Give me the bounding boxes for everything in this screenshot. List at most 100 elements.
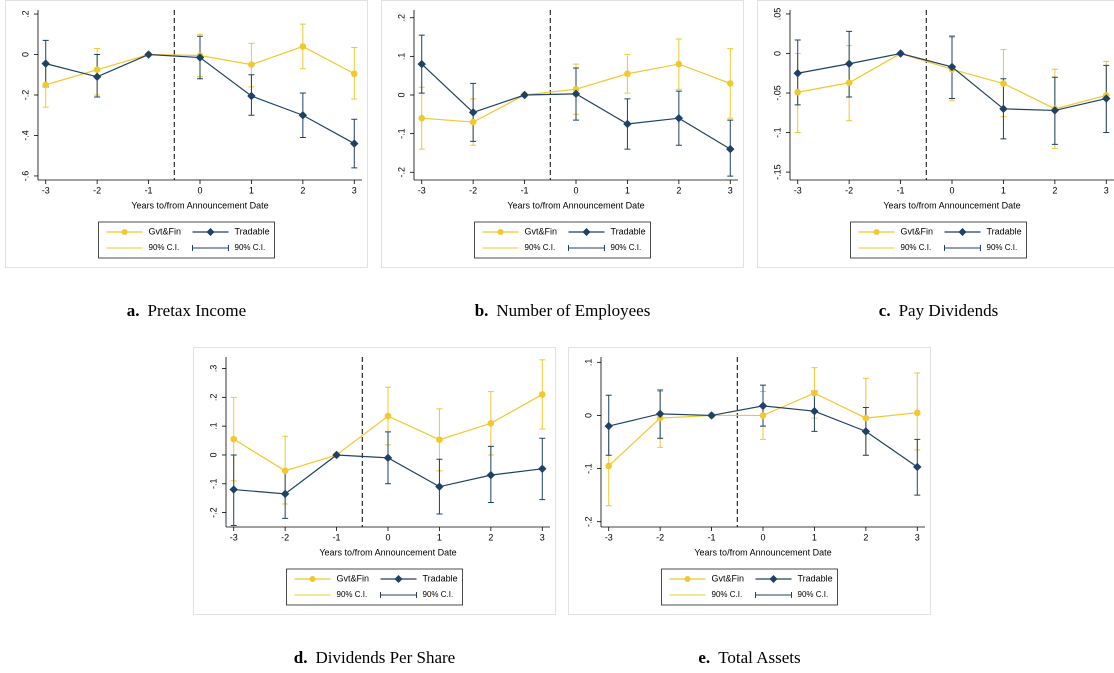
x-tick-label: -3 — [794, 185, 802, 195]
x-tick-label: -2 — [281, 532, 289, 542]
y-tick-label: .2 — [20, 10, 30, 18]
marker — [384, 412, 392, 420]
marker — [572, 85, 580, 93]
x-tick-label: 1 — [625, 185, 630, 195]
legend-box — [98, 221, 275, 259]
legend-label: Gvt&Fin — [149, 226, 182, 236]
x-tick-label: 1 — [812, 532, 817, 542]
legend-marker — [394, 575, 403, 583]
x-tick-label: 2 — [488, 532, 493, 542]
x-tick-label: -3 — [605, 532, 613, 542]
x-tick-label: 2 — [1052, 185, 1057, 195]
caption-text: Total Assets — [718, 648, 800, 667]
marker — [845, 79, 853, 87]
marker — [41, 59, 50, 68]
marker — [999, 104, 1008, 114]
x-tick-label: 2 — [676, 185, 681, 195]
x-axis-label: Years to/from Announcement Date — [131, 200, 268, 210]
y-tick-label: .2 — [396, 14, 406, 22]
marker — [520, 90, 529, 100]
legend-label: 90% C.I. — [712, 590, 743, 599]
x-tick-label: 0 — [197, 185, 202, 195]
x-tick-label: -3 — [418, 185, 426, 195]
legend-label: 90% C.I. — [149, 243, 180, 252]
x-tick-label: 2 — [863, 532, 868, 542]
x-tick-label: -2 — [845, 185, 853, 195]
y-tick-label: .1 — [208, 422, 218, 430]
y-tick-label: -.6 — [20, 171, 30, 182]
marker — [281, 467, 289, 475]
caption-text: Pretax Income — [148, 301, 247, 320]
panel: .2 0 -.2 -.4 -.6 -3 -2 -1 0 1 2 3 Years to/from Anno… — [5, 0, 368, 268]
y-tick-label: 0 — [583, 413, 593, 418]
legend-marker — [958, 228, 967, 236]
legend-box — [286, 568, 463, 606]
y-tick-label: 0 — [20, 52, 30, 57]
legend-ci — [755, 592, 792, 598]
caption-label: c. — [879, 301, 891, 320]
y-tick-label: .1 — [396, 53, 406, 61]
caption-label: b. — [475, 301, 489, 320]
marker — [435, 482, 444, 491]
legend-ci — [380, 592, 417, 598]
x-tick-label: -1 — [145, 185, 153, 195]
marker — [605, 462, 613, 470]
marker — [896, 49, 905, 58]
marker — [675, 60, 683, 68]
marker — [230, 435, 238, 443]
legend-label: Tradable — [987, 226, 1022, 236]
marker — [418, 114, 426, 122]
x-tick-label: -3 — [42, 185, 50, 195]
marker — [436, 436, 443, 443]
caption-label: a. — [127, 301, 140, 320]
legend-ci — [568, 245, 605, 251]
x-tick-label: 2 — [300, 185, 305, 195]
x-tick-label: 3 — [915, 532, 920, 542]
legend-label: 90% C.I. — [235, 243, 266, 252]
x-tick-label: -1 — [521, 185, 529, 195]
caption: c. Pay Dividends — [879, 301, 998, 320]
marker — [299, 43, 307, 50]
marker — [350, 70, 358, 78]
y-tick-label: .3 — [208, 365, 218, 373]
panel: .1 0 -.1 -.2 -3 -2 -1 0 1 2 3 Years to/from Announc… — [568, 347, 931, 615]
marker — [656, 414, 664, 422]
legend-label: Tradable — [235, 226, 270, 236]
marker — [623, 119, 632, 129]
x-tick-label: -3 — [230, 532, 238, 542]
y-tick-label: -.1 — [396, 128, 406, 139]
marker — [417, 59, 426, 69]
legend-marker — [206, 228, 215, 236]
legend-label: Gvt&Fin — [901, 226, 934, 236]
marker — [811, 389, 818, 397]
x-tick-label: 0 — [949, 185, 954, 195]
marker — [42, 81, 50, 89]
x-tick-label: 0 — [760, 532, 765, 542]
marker — [144, 50, 153, 59]
legend-marker — [684, 576, 691, 582]
legend-label: Gvt&Fin — [525, 226, 558, 236]
y-tick-label: -.2 — [396, 167, 406, 178]
y-tick-label: -.2 — [20, 90, 30, 101]
x-tick-label: 3 — [352, 185, 357, 195]
legend-label: 90% C.I. — [337, 590, 368, 599]
legend-marker — [309, 576, 316, 582]
x-tick-label: 0 — [573, 185, 578, 195]
y-tick-label: -.1 — [772, 127, 782, 138]
panel: .05 0 -.05 -.1 -.15 -3 -2 -1 0 1 2 3 Years to/from A… — [757, 0, 1114, 268]
marker — [332, 450, 341, 460]
legend-marker — [873, 229, 880, 235]
x-tick-label: -2 — [469, 185, 477, 195]
marker — [794, 88, 802, 96]
y-tick-label: -.2 — [208, 507, 218, 518]
caption-text: Number of Employees — [496, 301, 650, 320]
y-tick-label: .1 — [583, 359, 593, 367]
legend-box — [850, 221, 1027, 259]
x-tick-label: 3 — [728, 185, 733, 195]
marker — [862, 414, 870, 422]
caption: a. Pretax Income — [127, 301, 246, 320]
legend-marker — [121, 229, 128, 235]
x-tick-label: 3 — [1104, 185, 1109, 195]
marker — [571, 89, 581, 99]
